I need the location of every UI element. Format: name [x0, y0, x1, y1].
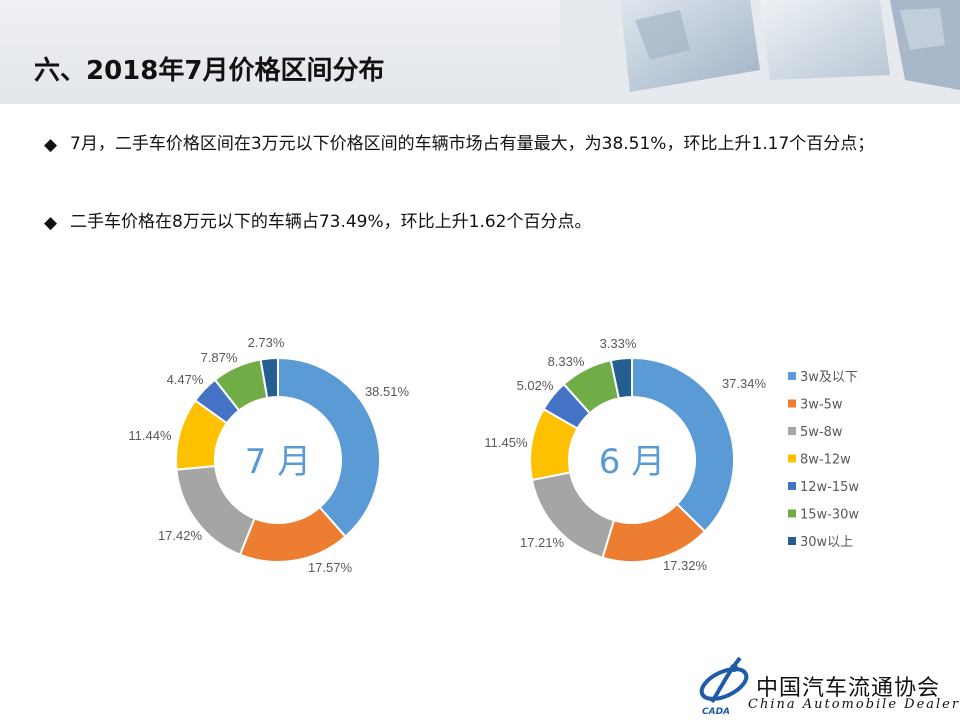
slice-data-label: 2.73%	[248, 335, 285, 350]
legend-label: 8w-12w	[800, 453, 851, 468]
bullet-icon: ◆	[44, 213, 58, 233]
legend-swatch	[788, 427, 796, 435]
header-banner: 六、2018年7月价格区间分布	[0, 0, 960, 104]
donut-slice	[277, 356, 381, 538]
slice-data-label: 7.87%	[201, 350, 238, 365]
legend-swatch	[788, 482, 796, 490]
legend-swatch	[788, 399, 796, 408]
slice-data-label: 17.42%	[158, 528, 203, 543]
chart-legend: 3w及以下 3w-5w 5w-8w 8w-12w 12w-15w 15w-30w 30w以上	[788, 370, 859, 550]
slice-data-label: 17.32%	[663, 558, 708, 573]
legend-label: 5w-8w	[800, 425, 843, 440]
legend-label: 3w-5w	[800, 398, 843, 413]
slice-data-label: 8.33%	[548, 354, 585, 369]
legend-label: 3w及以下	[800, 370, 858, 385]
slice-data-label: 17.57%	[308, 560, 353, 575]
donut-center-title: 7 月	[245, 442, 311, 482]
header-decoration-image	[560, 0, 960, 104]
legend-swatch	[788, 454, 796, 463]
org-english-name: China Automobile Dealers	[748, 697, 960, 712]
bullet-text-1: 7月，二手车价格区间在3万元以下价格区间的车辆市场占有量最大，为38.51%，环…	[70, 134, 875, 154]
legend-swatch	[788, 372, 796, 380]
slice-data-label: 38.51%	[365, 384, 410, 399]
donut-slice	[609, 356, 633, 400]
slice-data-label: 11.45%	[484, 435, 528, 450]
bullet-text-2: 二手车价格在8万元以下的车辆占73.49%，环比上升1.62个百分点。	[70, 212, 592, 232]
donut-slice	[259, 356, 279, 400]
page-title: 六、2018年7月价格区间分布	[34, 56, 385, 86]
donut-chart-june: 37.34% 17.32% 17.21% 11.45% 5.02% 8.33% 3.33% 6…	[484, 336, 766, 573]
slice-data-label: 17.21%	[520, 535, 565, 550]
donut-center-title: 6 月	[599, 442, 665, 482]
slice-data-label: 3.33%	[600, 336, 637, 351]
donut-chart-july: 38.51% 17.57% 17.42% 11.44% 4.47% 7.87% 2.73% 7…	[128, 335, 409, 575]
legend-label: 30w以上	[800, 535, 853, 550]
cada-mark-text: CADA	[702, 707, 730, 716]
cada-logo: CADA	[699, 656, 749, 716]
bullet-icon: ◆	[44, 135, 58, 155]
cada-logo-icon: CADA	[699, 656, 749, 716]
donut-charts: 38.51% 17.57% 17.42% 11.44% 4.47% 7.87% 2.73% 7…	[128, 335, 859, 575]
legend-swatch	[788, 509, 796, 518]
legend-label: 15w-30w	[800, 508, 859, 523]
donut-slice	[631, 356, 735, 533]
slice-data-label: 4.47%	[167, 372, 204, 387]
legend-label: 12w-15w	[800, 480, 859, 495]
legend-swatch	[788, 537, 796, 545]
slice-data-label: 11.44%	[128, 428, 172, 443]
org-name: 中国汽车流通协会	[756, 676, 941, 701]
slice-data-label: 37.34%	[722, 376, 767, 391]
slice-data-label: 5.02%	[517, 378, 554, 393]
